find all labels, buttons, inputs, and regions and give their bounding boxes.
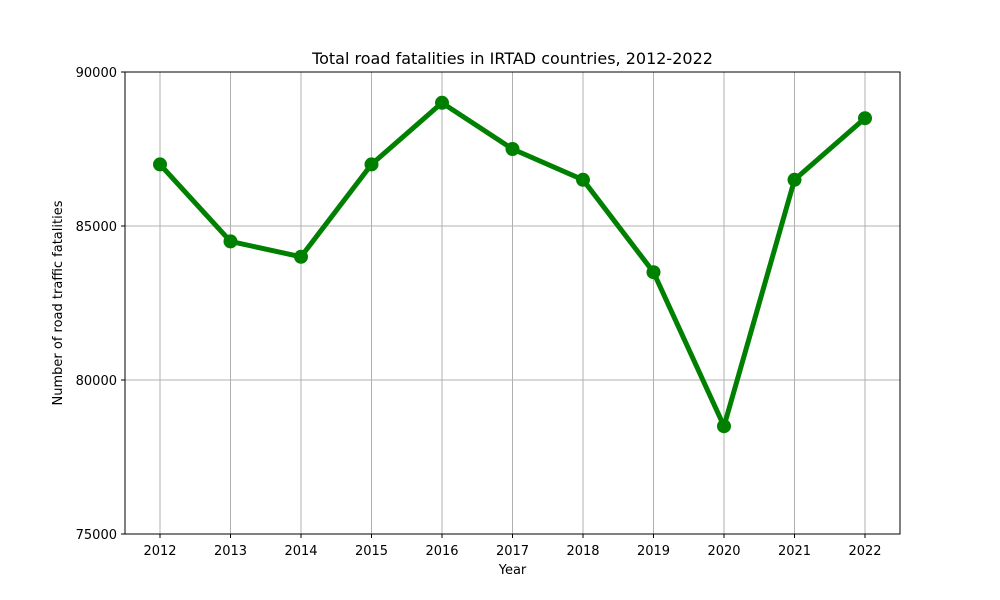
- x-tick-label: 2015: [355, 544, 388, 559]
- data-point-marker: [646, 265, 661, 280]
- x-tick-label: 2018: [566, 544, 599, 559]
- x-axis-label: Year: [498, 563, 527, 578]
- x-tick-label: 2012: [143, 544, 176, 559]
- axis-ticks: 2012 2013 2014 2015 2016 2017 2018 2019 2020 2021…: [76, 66, 882, 559]
- data-point-marker: [717, 419, 731, 434]
- x-tick-label: 2020: [707, 544, 740, 559]
- data-point-marker: [294, 249, 308, 264]
- data-point-marker: [576, 172, 590, 187]
- data-point-marker: [364, 157, 379, 172]
- y-axis-label: Number of road traffic fatalities: [51, 200, 66, 405]
- data-point-marker: [858, 111, 872, 126]
- data-point-marker: [223, 234, 238, 249]
- x-tick-label: 2021: [778, 544, 811, 559]
- y-tick-label: 75000: [76, 528, 117, 543]
- data-point-marker: [505, 142, 520, 156]
- x-tick-label: 2014: [284, 544, 317, 559]
- data-point-marker: [787, 172, 802, 187]
- data-point-marker: [153, 157, 167, 172]
- x-tick-label: 2016: [425, 544, 458, 559]
- data-point-marker: [435, 95, 449, 110]
- x-tick-label: 2019: [637, 544, 670, 559]
- x-tick-label: 2017: [496, 544, 529, 559]
- y-tick-label: 80000: [76, 374, 117, 389]
- x-tick-label: 2022: [848, 544, 881, 559]
- y-tick-label: 85000: [76, 220, 117, 235]
- y-tick-label: 90000: [76, 66, 117, 81]
- x-tick-label: 2013: [214, 544, 247, 559]
- series-layer: [153, 95, 872, 434]
- chart-title: Total road fatalities in IRTAD countries…: [311, 49, 713, 68]
